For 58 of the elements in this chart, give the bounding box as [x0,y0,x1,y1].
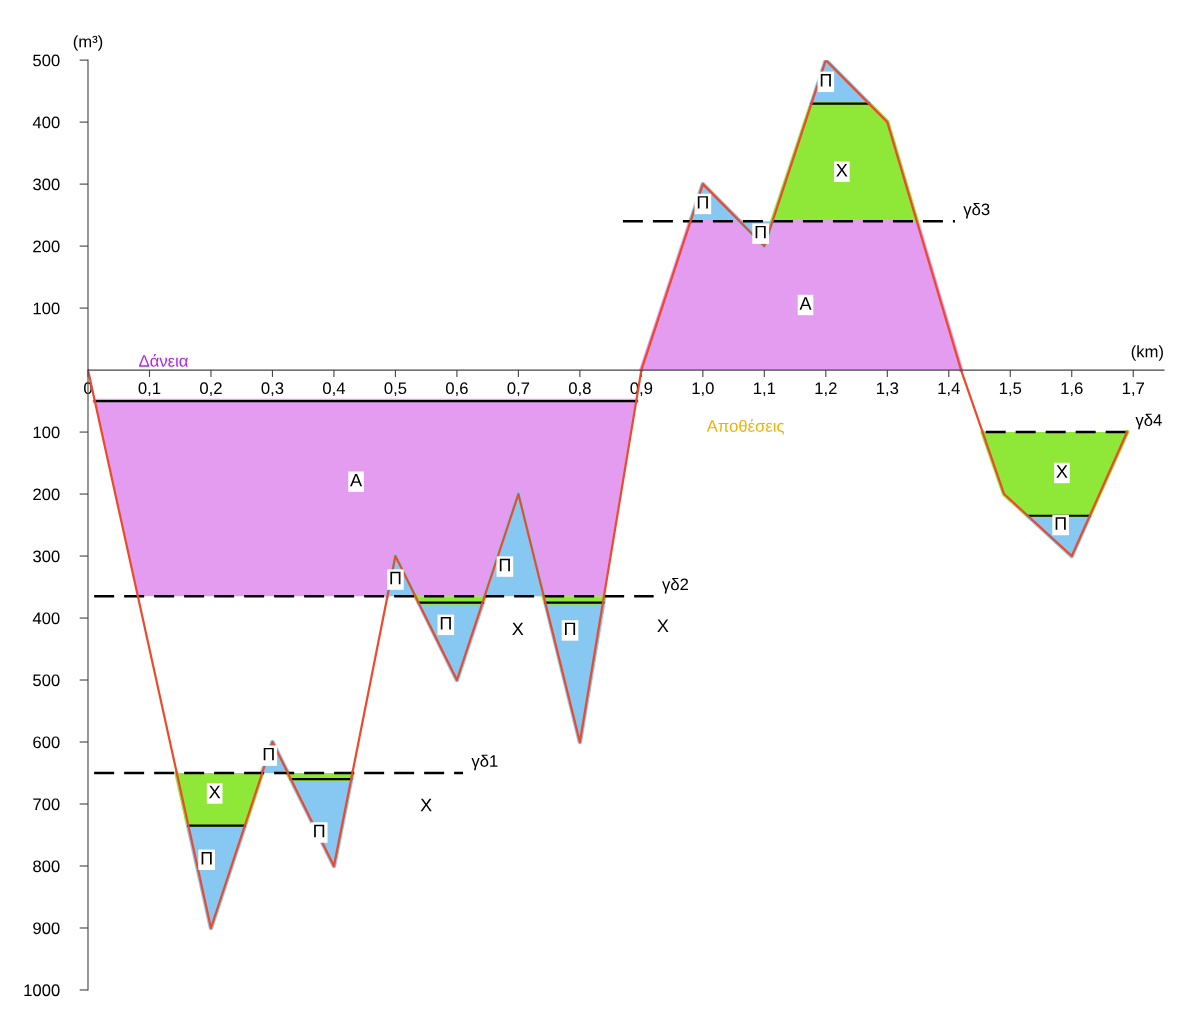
y-tick-label: 200 [33,488,60,501]
x-tick-label: 0,6 [445,382,468,397]
y-tick-label: 500 [33,674,60,687]
x-tick-label: 0,8 [568,382,591,397]
annotation: Π [314,824,325,838]
y-axis-title: (m³) [73,35,103,51]
x-tick-label: 0,7 [507,382,530,397]
y-tick-label: 300 [33,550,60,563]
y-tick-label: 200 [33,240,60,253]
y-tick-label: 100 [33,302,60,315]
annotation: Π [263,747,274,761]
annotation: Α [799,297,812,310]
annotation: Χ [1056,465,1068,478]
annotation: Π [755,225,766,239]
y-tick-label: 600 [33,736,60,749]
annotation: Π [820,74,831,87]
annotation: Χ [657,619,669,632]
x-tick-label: 1,2 [815,382,837,397]
y-tick-label: 900 [33,922,60,935]
annotation: Π [565,622,576,636]
y-tick-label: 1000 [24,984,60,997]
annotation: Π [201,852,212,865]
annotation: Δάνεια [139,354,188,367]
x-tick-label: 1,7 [1122,382,1144,397]
x-tick-label: 0,3 [261,382,284,397]
y-tick-label: 700 [33,798,60,811]
series-label: γδ4 [1135,413,1162,430]
annotation: Χ [836,163,848,177]
series-label: γδ1 [471,754,498,771]
x-tick-label: 0,5 [384,382,407,397]
annotation: Χ [512,622,524,636]
annotation: Π [499,558,510,572]
annotation: Π [697,196,708,209]
annotation: Π [440,617,451,630]
annotation: Π [390,571,401,585]
y-tick-label: 300 [33,178,60,191]
x-tick-label: 1,4 [938,382,960,397]
x-tick-label: 0,1 [138,382,161,397]
x-tick-label: 1,6 [1061,382,1083,397]
y-tick-label: 400 [32,612,60,625]
annotation: Α [350,473,363,487]
x-tick-label: 0,4 [323,382,346,397]
series-label: γδ3 [963,202,990,219]
annotation: Αποθέσεις [706,419,784,435]
x-tick-label: 1,0 [692,382,714,397]
x-tick-label: 1,1 [754,382,776,397]
series-label: γδ2 [662,578,689,594]
annotation: Χ [420,798,432,812]
x-axis-title: (km) [1131,345,1163,361]
y-tick-label: 500 [33,54,60,67]
y-tick-label: 800 [33,860,60,873]
x-tick-label: 0,2 [200,382,222,397]
y-tick-label: 400 [32,116,60,129]
x-tick-label: 1,5 [999,382,1022,397]
annotation: Π [1055,517,1066,530]
y-tick-label: 100 [33,426,60,439]
annotation: Χ [209,785,221,799]
x-tick-label: 1,3 [876,382,899,397]
